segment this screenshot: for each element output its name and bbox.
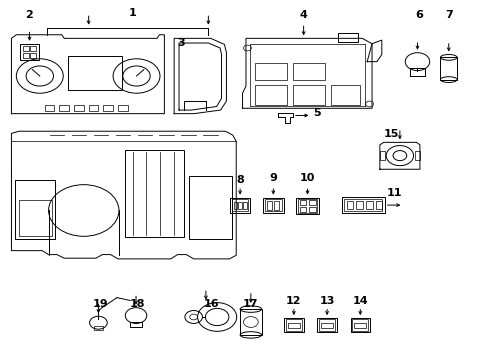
Text: 3: 3 [178, 38, 185, 48]
Bar [20, 44, 39, 60]
Bar [293, 63, 325, 80]
Bar [354, 323, 366, 328]
Bar [118, 105, 128, 111]
Text: 18: 18 [130, 299, 145, 309]
Text: 15: 15 [384, 129, 399, 139]
Bar [331, 85, 360, 105]
Bar [30, 53, 36, 58]
Bar [344, 199, 382, 211]
Bar [23, 45, 28, 51]
Text: 1: 1 [129, 8, 137, 18]
Bar [255, 85, 287, 105]
Bar [366, 201, 372, 210]
Text: 5: 5 [314, 108, 321, 118]
Bar [94, 325, 103, 330]
Bar [319, 319, 335, 331]
Bar [338, 33, 358, 42]
Bar [309, 207, 316, 212]
Text: 8: 8 [236, 175, 244, 185]
Bar [296, 198, 319, 214]
Bar [441, 57, 457, 80]
Bar [230, 198, 250, 213]
Bar [380, 151, 385, 160]
Bar [19, 200, 51, 235]
Bar [376, 201, 382, 210]
Bar [284, 318, 304, 332]
Bar [342, 197, 385, 213]
Text: 2: 2 [25, 10, 33, 20]
Bar [321, 323, 333, 328]
Text: 16: 16 [204, 299, 220, 309]
Bar [45, 105, 54, 111]
Bar [288, 323, 300, 328]
Text: 7: 7 [445, 10, 453, 20]
Bar [189, 176, 232, 239]
Bar [300, 207, 306, 212]
Bar [30, 45, 36, 51]
Bar [265, 199, 282, 211]
Bar [234, 202, 237, 209]
Bar [309, 200, 316, 205]
Bar [103, 105, 113, 111]
Bar [74, 105, 84, 111]
Text: 6: 6 [416, 10, 423, 20]
Bar [240, 309, 262, 335]
Bar [15, 180, 55, 239]
Text: 17: 17 [243, 299, 259, 309]
Bar [286, 319, 302, 331]
Text: 11: 11 [387, 188, 402, 198]
Text: 10: 10 [300, 173, 315, 183]
Text: 19: 19 [93, 299, 109, 309]
Bar [263, 198, 284, 213]
Bar [274, 201, 279, 210]
Bar [23, 53, 28, 58]
Text: 13: 13 [319, 296, 335, 306]
Bar [350, 318, 370, 332]
Bar [244, 202, 247, 209]
Bar [415, 151, 420, 160]
Bar [356, 201, 363, 210]
Bar [298, 199, 317, 213]
Bar [125, 149, 184, 237]
Bar [352, 319, 368, 331]
Bar [59, 105, 69, 111]
Bar [89, 105, 98, 111]
Bar [318, 318, 337, 332]
Text: 12: 12 [286, 296, 302, 306]
Bar [232, 199, 248, 211]
Bar [68, 56, 122, 90]
Text: 14: 14 [352, 296, 368, 306]
Bar [293, 85, 325, 105]
Bar [267, 201, 272, 210]
Bar [255, 63, 287, 80]
Bar [346, 201, 353, 210]
Text: 9: 9 [270, 173, 277, 183]
Bar [300, 200, 306, 205]
Bar [130, 321, 142, 327]
Bar [239, 202, 242, 209]
Text: 4: 4 [300, 10, 308, 20]
